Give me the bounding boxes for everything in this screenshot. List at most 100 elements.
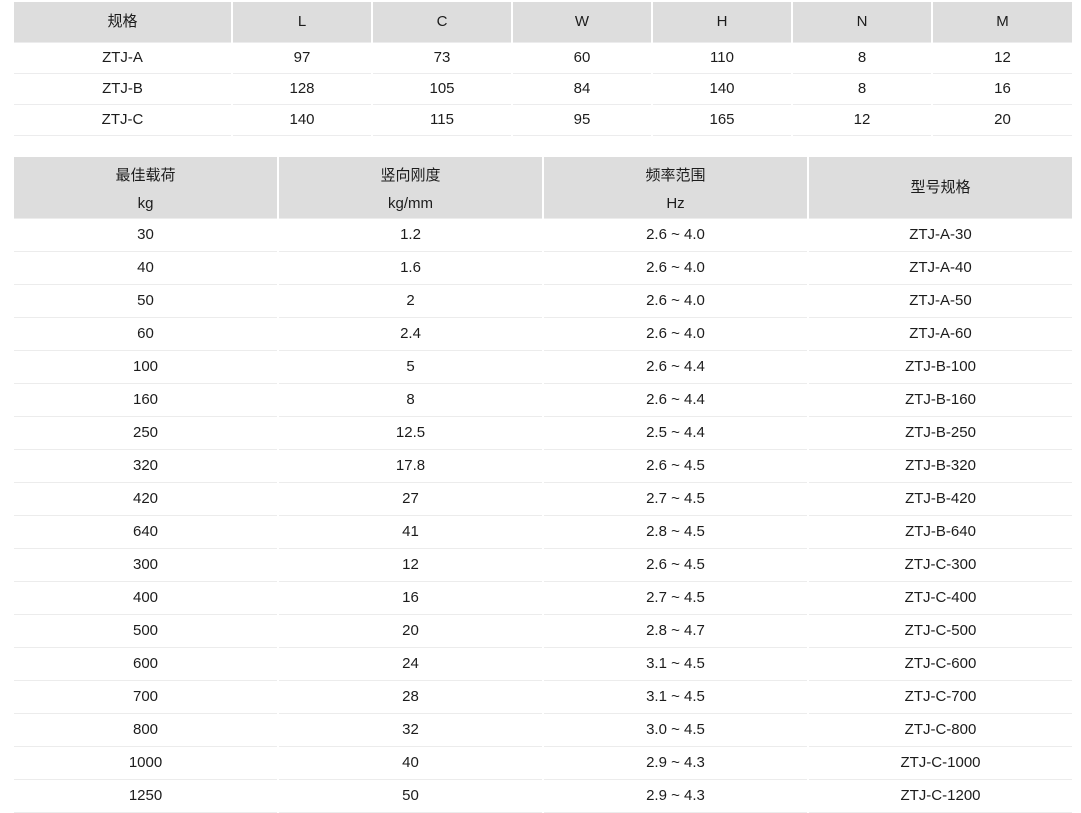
model-designation-cell: ZTJ-B-250 bbox=[808, 416, 1072, 450]
frequency-range-cell: 2.6 ~ 4.0 bbox=[543, 251, 809, 285]
load-column-header: 最佳载荷 kg bbox=[14, 157, 279, 219]
stiffness-value-cell: 27 bbox=[278, 482, 544, 516]
load-value-cell: 50 bbox=[14, 284, 279, 318]
frequency-range-cell: 2.6 ~ 4.4 bbox=[543, 383, 809, 417]
load-column-header-label: 竖向刚度 bbox=[380, 166, 441, 184]
load-value-cell: 320 bbox=[14, 449, 279, 483]
load-value-cell: 100 bbox=[14, 350, 279, 384]
table-row: 640 41 2.8 ~ 4.5 ZTJ-B-640 bbox=[14, 515, 1072, 549]
stiffness-value-cell: 16 bbox=[278, 581, 544, 615]
frequency-range-cell: 2.6 ~ 4.0 bbox=[543, 284, 809, 318]
stiffness-value-cell: 1.2 bbox=[278, 218, 544, 252]
table-row: 300 12 2.6 ~ 4.5 ZTJ-C-300 bbox=[14, 548, 1072, 582]
dimension-value-cell: 12 bbox=[932, 42, 1072, 74]
dimension-header-row: 规格 L C W H N M bbox=[14, 2, 1072, 43]
table-row: 160 8 2.6 ~ 4.4 ZTJ-B-160 bbox=[14, 383, 1072, 417]
model-designation-cell: ZTJ-B-420 bbox=[808, 482, 1072, 516]
load-value-cell: 160 bbox=[14, 383, 279, 417]
table-row: 40 1.6 2.6 ~ 4.0 ZTJ-A-40 bbox=[14, 251, 1072, 285]
dimension-value-cell: 84 bbox=[512, 73, 653, 105]
load-value-cell: 500 bbox=[14, 614, 279, 648]
model-designation-cell: ZTJ-C-1000 bbox=[808, 746, 1072, 780]
model-designation-cell: ZTJ-C-700 bbox=[808, 680, 1072, 714]
dimension-value-cell: 95 bbox=[512, 104, 653, 136]
frequency-range-cell: 2.5 ~ 4.4 bbox=[543, 416, 809, 450]
load-value-cell: 700 bbox=[14, 680, 279, 714]
table-row: 1250 50 2.9 ~ 4.3 ZTJ-C-1200 bbox=[14, 779, 1072, 813]
model-designation-cell: ZTJ-C-400 bbox=[808, 581, 1072, 615]
load-value-cell: 40 bbox=[14, 251, 279, 285]
dimension-column-header: W bbox=[512, 2, 653, 43]
stiffness-value-cell: 8 bbox=[278, 383, 544, 417]
frequency-range-cell: 2.6 ~ 4.5 bbox=[543, 449, 809, 483]
dimension-value-cell: 110 bbox=[652, 42, 793, 74]
dimension-column-header: L bbox=[232, 2, 373, 43]
load-header-row: 最佳载荷 kg 竖向刚度 kg/mm 频率范围 Hz 型号规格 bbox=[14, 157, 1072, 219]
load-value-cell: 800 bbox=[14, 713, 279, 747]
model-designation-cell: ZTJ-B-320 bbox=[808, 449, 1072, 483]
frequency-range-cell: 2.7 ~ 4.5 bbox=[543, 482, 809, 516]
load-column-header: 竖向刚度 kg/mm bbox=[278, 157, 544, 219]
dimension-value-cell: 97 bbox=[232, 42, 373, 74]
load-column-header-label: 型号规格 bbox=[910, 178, 971, 196]
model-designation-cell: ZTJ-A-50 bbox=[808, 284, 1072, 318]
table-row: 1000 40 2.9 ~ 4.3 ZTJ-C-1000 bbox=[14, 746, 1072, 780]
model-designation-cell: ZTJ-B-640 bbox=[808, 515, 1072, 549]
model-designation-cell: ZTJ-C-500 bbox=[808, 614, 1072, 648]
table-row: 600 24 3.1 ~ 4.5 ZTJ-C-600 bbox=[14, 647, 1072, 681]
load-column-header: 型号规格 bbox=[808, 157, 1072, 219]
frequency-range-cell: 2.9 ~ 4.3 bbox=[543, 746, 809, 780]
load-column-header: 频率范围 Hz bbox=[543, 157, 809, 219]
model-designation-cell: ZTJ-A-30 bbox=[808, 218, 1072, 252]
load-table-container: 最佳载荷 kg 竖向刚度 kg/mm 频率范围 Hz 型号规格 30 1.2 2.6 ~ 4.0… bbox=[14, 157, 1072, 813]
table-row: 30 1.2 2.6 ~ 4.0 ZTJ-A-30 bbox=[14, 218, 1072, 252]
dimension-value-cell: 12 bbox=[792, 104, 933, 136]
frequency-range-cell: 3.1 ~ 4.5 bbox=[543, 647, 809, 681]
dimension-table: 规格 L C W H N M ZTJ-A 97 73 60 110 8 12 ZTJ-B 128 105 84 1… bbox=[14, 2, 1072, 136]
dimension-model-cell: ZTJ-A bbox=[14, 42, 233, 74]
frequency-range-cell: 2.8 ~ 4.7 bbox=[543, 614, 809, 648]
dimension-value-cell: 8 bbox=[792, 42, 933, 74]
table-row: 800 32 3.0 ~ 4.5 ZTJ-C-800 bbox=[14, 713, 1072, 747]
stiffness-value-cell: 1.6 bbox=[278, 251, 544, 285]
dimension-column-header: N bbox=[792, 2, 933, 43]
load-column-header-unit: Hz bbox=[666, 194, 685, 212]
model-designation-cell: ZTJ-B-100 bbox=[808, 350, 1072, 384]
frequency-range-cell: 2.6 ~ 4.5 bbox=[543, 548, 809, 582]
stiffness-value-cell: 50 bbox=[278, 779, 544, 813]
dimension-column-header: H bbox=[652, 2, 793, 43]
table-row: 700 28 3.1 ~ 4.5 ZTJ-C-700 bbox=[14, 680, 1072, 714]
stiffness-value-cell: 24 bbox=[278, 647, 544, 681]
dimension-value-cell: 140 bbox=[652, 73, 793, 105]
table-row: 60 2.4 2.6 ~ 4.0 ZTJ-A-60 bbox=[14, 317, 1072, 351]
stiffness-value-cell: 2 bbox=[278, 284, 544, 318]
dimension-column-header: 规格 bbox=[14, 2, 233, 43]
load-table-body: 30 1.2 2.6 ~ 4.0 ZTJ-A-30 40 1.6 2.6 ~ 4.0 ZTJ-… bbox=[14, 218, 1072, 813]
load-table: 最佳载荷 kg 竖向刚度 kg/mm 频率范围 Hz 型号规格 30 1.2 2.6 ~ 4.0… bbox=[14, 157, 1072, 813]
table-row: 100 5 2.6 ~ 4.4 ZTJ-B-100 bbox=[14, 350, 1072, 384]
load-value-cell: 250 bbox=[14, 416, 279, 450]
dimension-model-cell: ZTJ-B bbox=[14, 73, 233, 105]
load-column-header-label: 频率范围 bbox=[645, 166, 706, 184]
dimension-table-container: 规格 L C W H N M ZTJ-A 97 73 60 110 8 12 ZTJ-B 128 105 84 1… bbox=[14, 2, 1072, 136]
table-row: 500 20 2.8 ~ 4.7 ZTJ-C-500 bbox=[14, 614, 1072, 648]
load-value-cell: 420 bbox=[14, 482, 279, 516]
dimension-value-cell: 16 bbox=[932, 73, 1072, 105]
load-value-cell: 640 bbox=[14, 515, 279, 549]
load-value-cell: 600 bbox=[14, 647, 279, 681]
table-row: 400 16 2.7 ~ 4.5 ZTJ-C-400 bbox=[14, 581, 1072, 615]
load-value-cell: 400 bbox=[14, 581, 279, 615]
load-value-cell: 1000 bbox=[14, 746, 279, 780]
stiffness-value-cell: 5 bbox=[278, 350, 544, 384]
frequency-range-cell: 3.0 ~ 4.5 bbox=[543, 713, 809, 747]
dimension-value-cell: 60 bbox=[512, 42, 653, 74]
load-value-cell: 60 bbox=[14, 317, 279, 351]
model-designation-cell: ZTJ-A-60 bbox=[808, 317, 1072, 351]
dimension-value-cell: 165 bbox=[652, 104, 793, 136]
frequency-range-cell: 2.7 ~ 4.5 bbox=[543, 581, 809, 615]
stiffness-value-cell: 12 bbox=[278, 548, 544, 582]
table-row: ZTJ-B 128 105 84 140 8 16 bbox=[14, 73, 1072, 105]
stiffness-value-cell: 2.4 bbox=[278, 317, 544, 351]
frequency-range-cell: 3.1 ~ 4.5 bbox=[543, 680, 809, 714]
stiffness-value-cell: 41 bbox=[278, 515, 544, 549]
